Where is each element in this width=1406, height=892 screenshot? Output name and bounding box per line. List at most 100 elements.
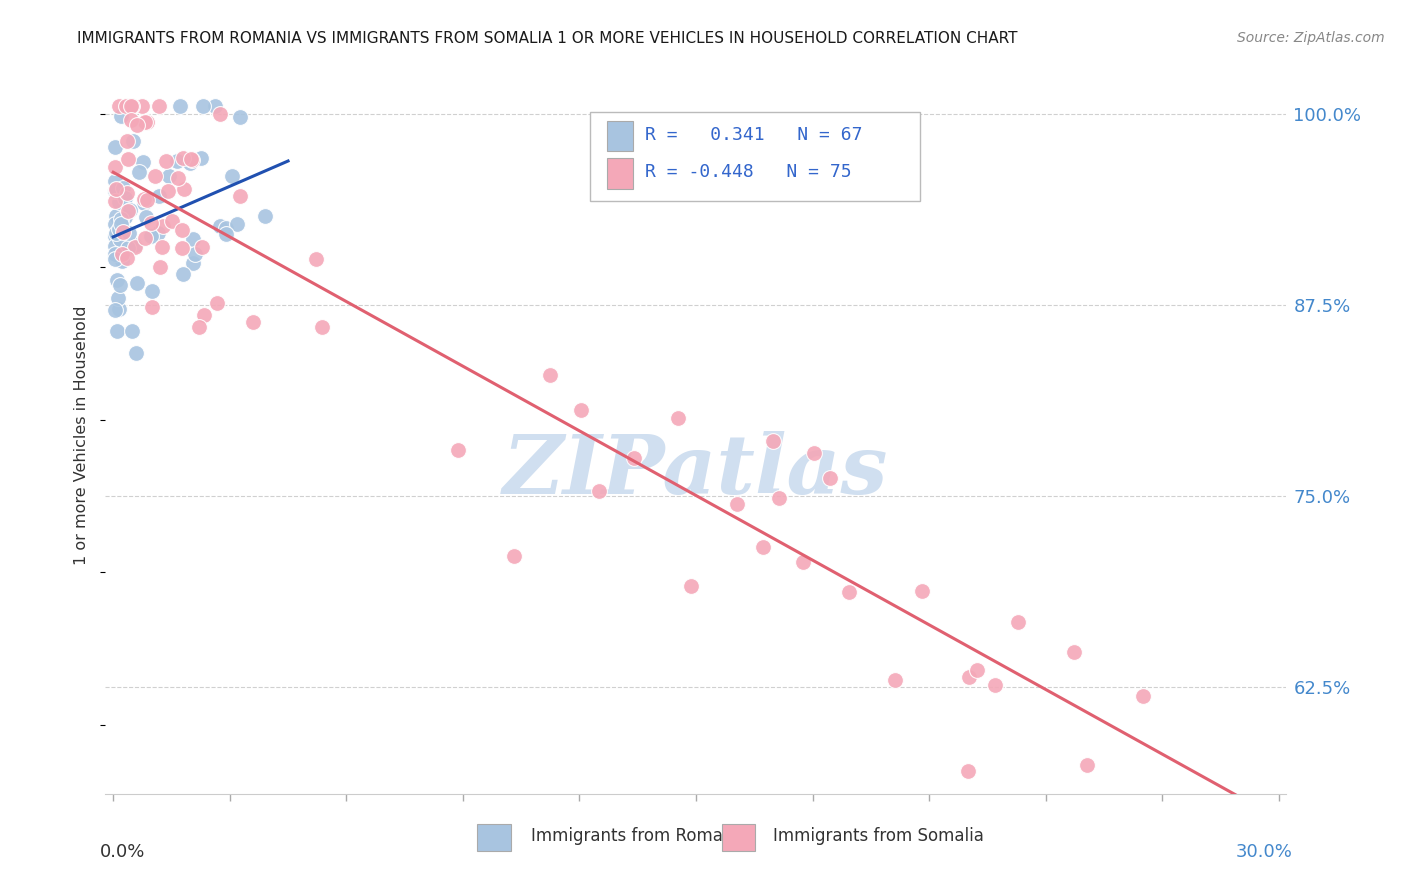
Text: R =   0.341   N = 67: R = 0.341 N = 67: [645, 126, 863, 144]
Point: [135, 210, 157, 224]
Point: [104, 229, 127, 244]
Point: [131, 99, 153, 113]
Point: [149, 260, 172, 274]
Text: R = -0.448   N = 75: R = -0.448 N = 75: [645, 163, 852, 181]
Point: [148, 99, 170, 113]
Point: [984, 678, 1007, 692]
Point: [118, 226, 141, 240]
Point: [135, 193, 157, 207]
Point: [254, 209, 277, 223]
Point: [180, 152, 202, 166]
Point: [112, 212, 135, 227]
Point: [1007, 615, 1029, 629]
Point: [105, 273, 128, 287]
Point: [105, 182, 128, 196]
Point: [1132, 690, 1154, 704]
Point: [181, 256, 204, 270]
Point: [762, 434, 785, 448]
Point: [155, 153, 177, 168]
Point: [191, 240, 214, 254]
Point: [120, 99, 142, 113]
Point: [104, 140, 127, 154]
Point: [108, 301, 131, 316]
Point: [110, 232, 132, 246]
Point: [157, 184, 180, 198]
Point: [125, 346, 148, 360]
Point: [623, 450, 645, 465]
Point: [117, 251, 139, 265]
Point: [105, 182, 128, 196]
Point: [752, 540, 775, 554]
Point: [107, 248, 129, 262]
Point: [820, 471, 842, 485]
Point: [229, 189, 252, 203]
Point: [883, 673, 905, 687]
Point: [120, 202, 142, 217]
Y-axis label: 1 or more Vehicles in Household: 1 or more Vehicles in Household: [75, 305, 90, 565]
Text: Immigrants from Somalia: Immigrants from Somalia: [773, 827, 984, 845]
Point: [208, 219, 231, 233]
Point: [104, 247, 127, 261]
Point: [1076, 757, 1098, 772]
Point: [221, 169, 243, 183]
FancyBboxPatch shape: [478, 824, 510, 851]
Point: [104, 227, 127, 241]
Point: [111, 253, 134, 268]
Text: Immigrants from Romania: Immigrants from Romania: [530, 827, 748, 845]
Point: [502, 549, 524, 563]
Point: [125, 119, 148, 133]
Point: [110, 108, 132, 122]
Point: [215, 227, 238, 241]
Point: [148, 188, 170, 202]
Point: [447, 443, 470, 458]
Point: [117, 153, 139, 167]
Point: [115, 186, 138, 201]
Point: [190, 151, 212, 165]
Point: [588, 484, 610, 499]
Point: [107, 291, 129, 305]
Point: [152, 219, 174, 233]
Point: [107, 221, 129, 235]
Point: [184, 247, 207, 261]
Point: [725, 497, 748, 511]
Point: [104, 160, 127, 174]
Point: [111, 181, 134, 195]
Point: [110, 211, 132, 226]
Point: [114, 241, 136, 255]
Point: [166, 154, 188, 169]
Point: [121, 99, 143, 113]
Point: [141, 216, 163, 230]
Point: [115, 99, 138, 113]
Point: [112, 187, 135, 202]
Point: [139, 229, 162, 244]
Point: [187, 320, 209, 334]
Point: [150, 240, 173, 254]
Point: [108, 195, 131, 210]
Point: [110, 217, 132, 231]
Point: [105, 324, 128, 338]
Point: [170, 223, 193, 237]
Point: [104, 239, 127, 253]
Point: [120, 113, 142, 128]
Point: [136, 115, 159, 129]
Point: [956, 764, 979, 778]
Point: [108, 236, 131, 251]
Point: [148, 226, 170, 240]
Point: [104, 184, 127, 198]
Point: [128, 165, 150, 179]
Point: [179, 156, 201, 170]
Point: [104, 303, 127, 318]
Point: [143, 169, 166, 183]
Point: [911, 584, 934, 599]
Point: [204, 99, 226, 113]
Point: [122, 134, 145, 148]
Text: IMMIGRANTS FROM ROMANIA VS IMMIGRANTS FROM SOMALIA 1 OR MORE VEHICLES IN HOUSEHO: IMMIGRANTS FROM ROMANIA VS IMMIGRANTS FR…: [77, 31, 1018, 46]
Point: [957, 670, 980, 684]
Point: [172, 151, 194, 165]
Point: [172, 267, 194, 281]
Point: [305, 252, 328, 266]
Point: [173, 181, 195, 195]
Point: [540, 368, 562, 383]
Point: [966, 663, 988, 677]
Point: [170, 241, 193, 255]
